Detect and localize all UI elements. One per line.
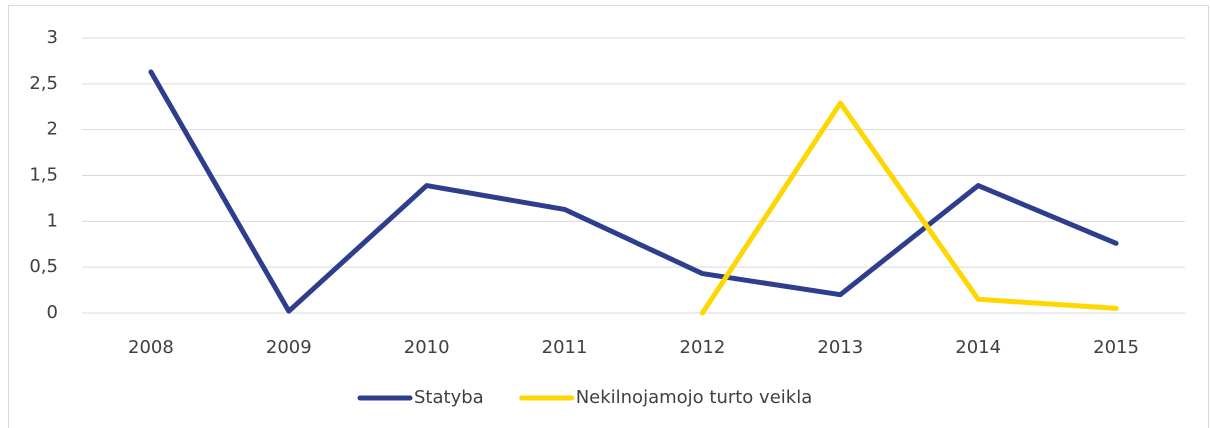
x-tick-label: 2008 — [128, 337, 174, 358]
y-tick-label: 2 — [47, 119, 58, 140]
legend-label: Nekilnojamojo turto veikla — [576, 387, 813, 408]
x-tick-label: 2009 — [266, 337, 312, 358]
y-tick-label: 0 — [47, 302, 58, 323]
x-tick-label: 2010 — [404, 337, 450, 358]
x-tick-label: 2013 — [817, 337, 863, 358]
series-line — [148, 69, 1119, 314]
y-tick-label: 1 — [47, 210, 58, 231]
x-tick-label: 2011 — [542, 337, 588, 358]
x-tick-label: 2014 — [955, 337, 1001, 358]
x-tick-label: 2015 — [1093, 337, 1139, 358]
y-tick-label: 2,5 — [29, 73, 58, 94]
y-tick-label: 3 — [47, 27, 58, 48]
y-tick-label: 1,5 — [29, 165, 58, 186]
series-line — [699, 100, 1119, 316]
x-tick-label: 2012 — [680, 337, 726, 358]
legend-label: Statyba — [414, 387, 484, 408]
chart-frame — [8, 5, 1209, 428]
y-tick-label: 0,5 — [29, 256, 58, 277]
